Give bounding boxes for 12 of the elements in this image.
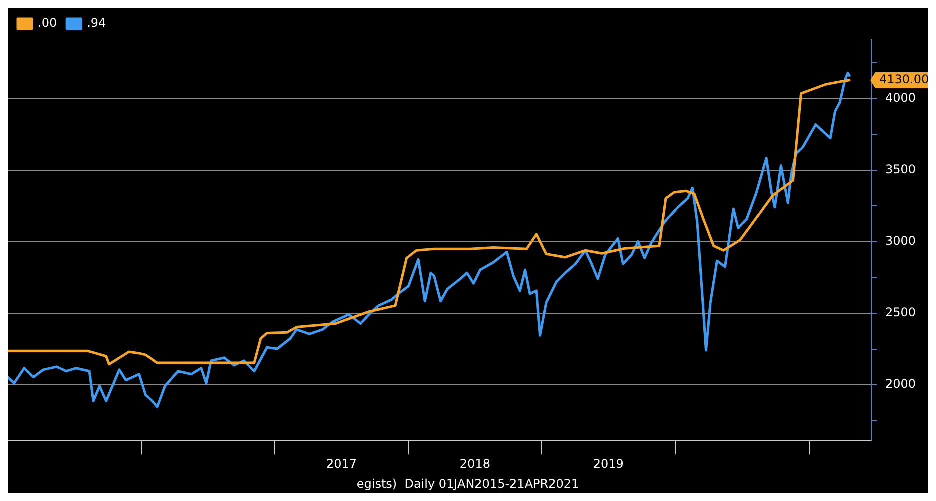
text: egists) Daily 01JAN2015-21APR2021 xyxy=(356,477,580,492)
y-tick-label: 3500 xyxy=(885,162,916,177)
legend-label: .94 xyxy=(87,16,106,30)
y-tick-label: 4000 xyxy=(885,91,916,106)
x-tick-label: 2017 xyxy=(326,456,358,471)
y-tick-label: 3000 xyxy=(885,234,916,248)
x-tick-label: 2018 xyxy=(460,456,490,471)
y-tick-label: 2500 xyxy=(885,306,916,320)
annotation: 4130.00 xyxy=(879,72,930,86)
x-tick-label: 2019 xyxy=(593,456,624,471)
y-tick-label: 2000 xyxy=(885,377,916,392)
legend-label: .00 xyxy=(38,16,58,30)
